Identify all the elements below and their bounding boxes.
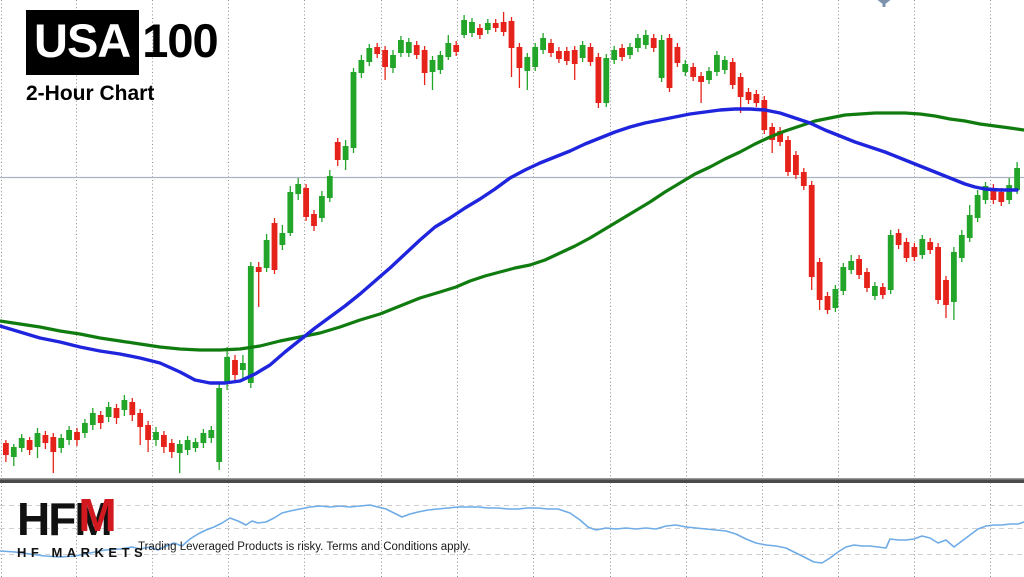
instrument-title: USA 100 2-Hour Chart [26,10,220,106]
ma-fast-line [0,107,1019,385]
instrument-symbol: USA 100 [26,10,220,76]
chart-timeframe-subtitle: 2-Hour Chart [26,82,155,106]
candles-layer [3,12,1020,473]
instrument-symbol-highlight: USA [26,10,140,76]
hfm-logo-m-red: M [78,489,116,541]
pane-separator [0,478,1024,483]
chart-annotation-marker-icon [877,0,891,7]
risk-disclaimer-text: Trading Leveraged Products is risky. Ter… [138,541,471,553]
instrument-symbol-suffix: 100 [142,14,218,67]
indicator-line [0,504,1024,564]
hfm-logo-subtext: HF MARKETS [17,545,148,560]
hfm-logo: HFM M HF MARKETS [17,492,148,560]
hfm-logo-m-shadow: M [74,493,112,545]
hfm-logo-hf: HF [17,493,76,545]
hfm-logo-wordmark: HFM M [17,492,147,545]
ma-slow-line [0,111,1024,352]
